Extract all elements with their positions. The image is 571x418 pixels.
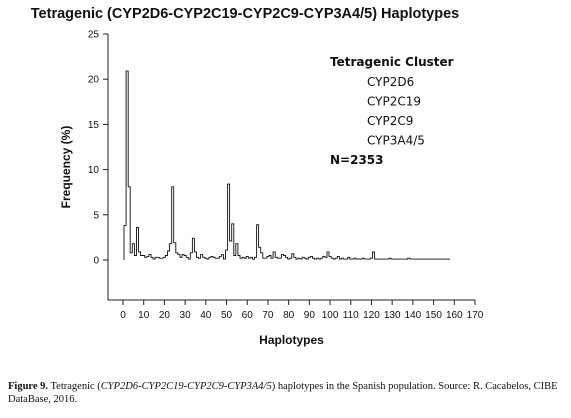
caption-label: Figure 9. xyxy=(8,381,49,392)
x-tick-label: 90 xyxy=(304,310,316,321)
x-tick-label: 100 xyxy=(322,310,339,321)
x-tick-label: 20 xyxy=(159,310,171,321)
legend-heading: Tetragenic Cluster xyxy=(330,55,454,69)
x-axis-label: Haplotypes xyxy=(259,333,324,347)
legend-item: CYP3A4/5 xyxy=(367,134,425,148)
x-tick-label: 130 xyxy=(384,310,401,321)
x-tick-label: 0 xyxy=(120,310,126,321)
y-tick-label: 15 xyxy=(88,120,100,131)
x-tick-label: 170 xyxy=(467,310,484,321)
caption-genes: CYP2D6-CYP2C19-CYP2C9-CYP3A4/5 xyxy=(100,381,272,392)
legend-item: CYP2C19 xyxy=(367,95,421,109)
x-tick-label: 150 xyxy=(425,310,442,321)
y-tick-label: 20 xyxy=(88,75,100,86)
x-tick-label: 10 xyxy=(138,310,150,321)
figure-caption: Figure 9. Tetragenic (CYP2D6-CYP2C19-CYP… xyxy=(8,380,566,406)
legend-item: CYP2C9 xyxy=(367,114,413,128)
x-tick-label: 40 xyxy=(200,310,212,321)
x-tick-label: 110 xyxy=(343,310,359,321)
caption-lead: Tetragenic ( xyxy=(50,381,101,392)
x-tick-label: 70 xyxy=(262,310,274,321)
legend-item: CYP2D6 xyxy=(367,75,414,89)
x-tick-label: 80 xyxy=(283,310,295,321)
x-tick-label: 140 xyxy=(405,310,422,321)
caption-rest: ) haplotypes in the Spanish population. … xyxy=(8,381,558,405)
chart-title: Tetragenic (CYP2D6-CYP2C19-CYP2C9-CYP3A4… xyxy=(30,6,460,22)
y-tick-label: 25 xyxy=(88,30,100,41)
y-tick-label: 5 xyxy=(93,210,99,221)
y-tick-label: 10 xyxy=(88,165,100,176)
y-axis-label: Frequency (%) xyxy=(59,126,73,209)
x-tick-label: 50 xyxy=(221,310,233,321)
x-tick-label: 120 xyxy=(363,310,380,321)
series-line xyxy=(123,70,450,260)
x-tick-label: 160 xyxy=(446,310,463,321)
x-tick-label: 60 xyxy=(242,310,254,321)
legend: Tetragenic Cluster CYP2D6 CYP2C19 CYP2C9 CYP… xyxy=(330,55,454,167)
y-tick-label: 0 xyxy=(93,256,99,267)
legend-n-label: N=2353 xyxy=(330,153,384,167)
series-group xyxy=(123,70,450,260)
axes: 0 5 10 15 20 25 0 10 20 30 40 50 60 70 80 90 100 110 120 13… xyxy=(59,30,484,348)
x-tick-label: 30 xyxy=(180,310,192,321)
